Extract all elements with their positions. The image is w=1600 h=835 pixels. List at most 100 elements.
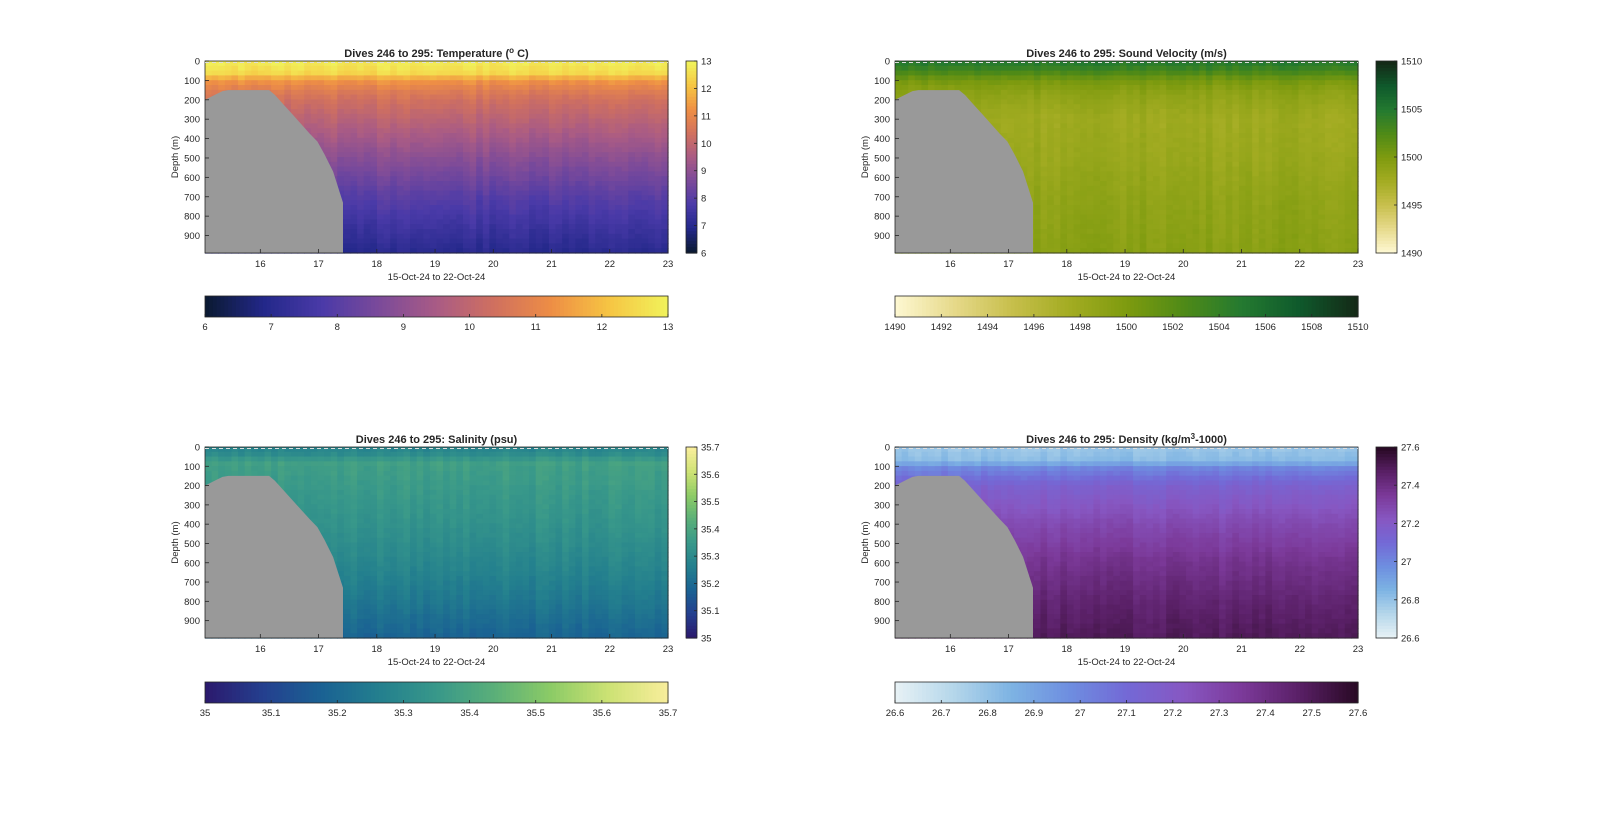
heatmap-cell [423,104,430,109]
heatmap-cell [284,99,291,104]
heatmap-cell [575,75,582,80]
heatmap-cell [417,167,424,172]
colorbar-segment [398,296,402,317]
heatmap-cell [1133,109,1140,114]
heatmap-cell [608,85,615,90]
heatmap-cell [496,205,503,210]
heatmap-cell [1193,157,1200,162]
heatmap-cell [549,71,556,76]
heatmap-cell [410,224,417,229]
heatmap-cell [1021,75,1028,80]
heatmap-cell [1193,61,1200,66]
heatmap-cell [1120,210,1127,215]
heatmap-cell [410,219,417,224]
heatmap-cell [1193,99,1200,104]
heatmap-cell [337,133,344,138]
colorbar-segment [498,296,502,317]
heatmap-cell [542,80,549,85]
heatmap-cell [463,219,470,224]
heatmap-cell [655,114,662,119]
heatmap-cell [1067,104,1074,109]
heatmap-cell [1067,95,1074,100]
heatmap-cell [331,85,338,90]
heatmap-cell [1087,152,1094,157]
heatmap-cell [1107,171,1114,176]
heatmap-cell [370,104,377,109]
heatmap-cell [661,128,668,133]
heatmap-cell [1120,80,1127,85]
heatmap-cell [483,210,490,215]
heatmap-cell [635,152,642,157]
heatmap-cell [1199,219,1206,224]
y-tick-label: 0 [195,57,200,68]
heatmap-cell [390,219,397,224]
heatmap-cell [1001,95,1008,100]
heatmap-cell [1021,147,1028,152]
heatmap-cell [430,219,437,224]
heatmap-cell [476,243,483,248]
heatmap-cell [522,195,529,200]
heatmap-cell [304,66,311,71]
heatmap-cell [642,205,649,210]
heatmap-cell [344,99,351,104]
heatmap-cell [1193,210,1200,215]
heatmap-cell [417,224,424,229]
heatmap-cell [1080,171,1087,176]
heatmap-cell [1034,119,1041,124]
heatmap-cell [974,66,981,71]
heatmap-cell [556,229,563,234]
heatmap-cell [496,234,503,239]
heatmap-cell [622,167,629,172]
heatmap-cell [384,104,391,109]
heatmap-cell [351,109,358,114]
heatmap-cell [915,61,922,66]
heatmap-cell [1120,219,1127,224]
heatmap-cell [278,61,285,66]
heatmap-cell [423,234,430,239]
heatmap-cell [921,61,928,66]
heatmap-cell [417,85,424,90]
heatmap-cell [443,186,450,191]
heatmap-cell [542,90,549,95]
heatmap-cell [443,109,450,114]
heatmap-cell [1179,147,1186,152]
heatmap-cell [417,181,424,186]
heatmap-cell [443,75,450,80]
heatmap-cell [1199,181,1206,186]
heatmap-cell [377,243,384,248]
colorbar-segment [633,296,637,317]
heatmap-cell [622,71,629,76]
heatmap-cell [1060,104,1067,109]
heatmap-cell [483,234,490,239]
colorbar-segment [421,296,425,317]
heatmap-cell [595,85,602,90]
heatmap-cell [225,75,232,80]
heatmap-cell [1153,133,1160,138]
heatmap-cell [575,66,582,71]
heatmap-cell [489,123,496,128]
heatmap-cell [357,224,364,229]
heatmap-cell [1074,119,1081,124]
colorbar-tick-label: 6 [202,322,207,333]
heatmap-cell [463,181,470,186]
heatmap-cell [463,171,470,176]
heatmap-cell [1166,75,1173,80]
heatmap-cell [522,75,529,80]
heatmap-cell [1193,181,1200,186]
heatmap-cell [569,229,576,234]
heatmap-cell [443,138,450,143]
heatmap-cell [1186,104,1193,109]
heatmap-cell [1027,176,1034,181]
y-tick-label: 600 [184,173,200,184]
heatmap-cell [1199,143,1206,148]
heatmap-cell [655,85,662,90]
colorbar-segment [583,296,587,317]
heatmap-cell [496,239,503,244]
heatmap-cell [1080,210,1087,215]
heatmap-cell [1067,186,1074,191]
heatmap-cell [370,239,377,244]
heatmap-cell [1034,167,1041,172]
heatmap-cell [549,229,556,234]
heatmap-cell [595,157,602,162]
heatmap-cell [1206,167,1213,172]
